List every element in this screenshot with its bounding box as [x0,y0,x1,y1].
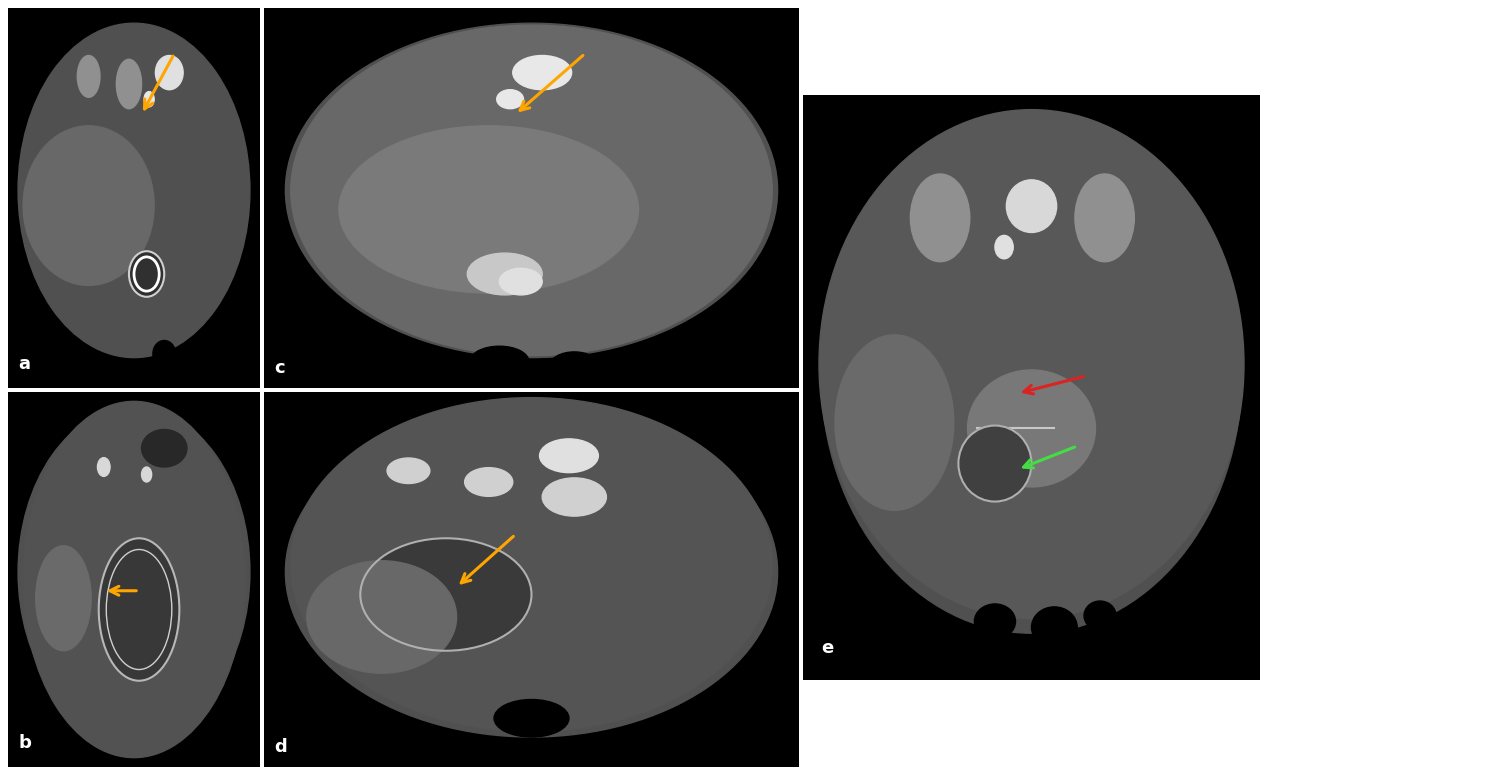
Ellipse shape [290,25,773,356]
Ellipse shape [543,478,606,516]
Text: d: d [275,738,287,756]
Ellipse shape [144,91,154,107]
Ellipse shape [968,370,1096,487]
Ellipse shape [494,700,569,737]
Ellipse shape [23,401,245,758]
Ellipse shape [142,467,151,482]
Ellipse shape [77,56,100,98]
Ellipse shape [1031,607,1077,648]
Text: e: e [821,639,833,656]
Ellipse shape [497,90,523,109]
Ellipse shape [910,174,969,262]
Ellipse shape [513,56,572,90]
Text: b: b [18,734,30,752]
Ellipse shape [18,407,249,737]
Ellipse shape [1075,174,1134,262]
Ellipse shape [550,352,599,378]
Ellipse shape [540,439,599,473]
Ellipse shape [995,236,1013,259]
Ellipse shape [97,457,110,477]
Ellipse shape [286,23,777,357]
Ellipse shape [360,539,532,651]
Text: c: c [275,359,286,377]
Ellipse shape [23,126,154,285]
Ellipse shape [186,350,203,373]
Ellipse shape [18,23,249,357]
Ellipse shape [959,425,1031,501]
Ellipse shape [820,109,1244,618]
Ellipse shape [467,253,543,295]
Ellipse shape [821,119,1241,633]
Ellipse shape [974,604,1016,639]
Ellipse shape [142,429,187,467]
Ellipse shape [156,56,183,90]
Ellipse shape [307,561,457,673]
Ellipse shape [339,126,638,293]
Ellipse shape [290,398,773,732]
Ellipse shape [470,346,529,377]
Ellipse shape [129,251,165,297]
Ellipse shape [387,458,429,484]
Ellipse shape [464,467,513,496]
Ellipse shape [36,546,91,651]
Ellipse shape [499,268,543,295]
Ellipse shape [286,407,777,737]
Ellipse shape [1007,180,1057,232]
Ellipse shape [153,340,175,367]
Text: a: a [18,355,30,373]
Ellipse shape [835,335,954,511]
Ellipse shape [116,60,142,108]
Ellipse shape [1084,601,1116,630]
Ellipse shape [98,539,180,680]
